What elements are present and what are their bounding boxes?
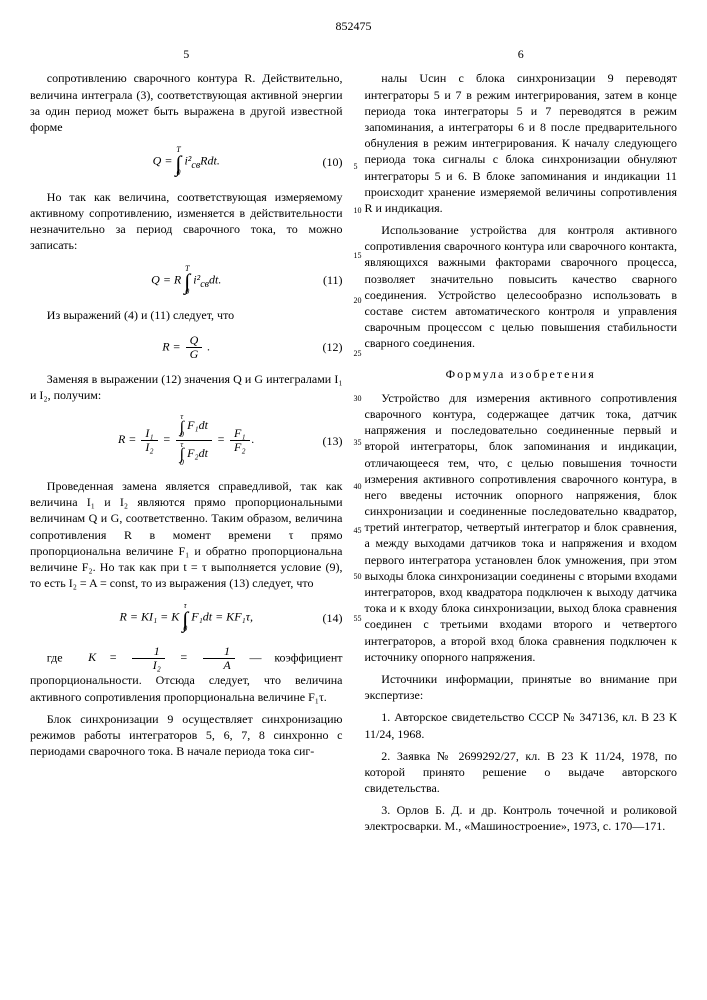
formula-11: Q = R T∫0 i²свdt. (11) xyxy=(30,264,343,298)
line-marker: 25 xyxy=(354,349,362,360)
claims-title: Формула изобретения xyxy=(365,366,678,382)
formula-14: R = KI₁ = K τ∫0 F₁dt = KF₁τ, (14) xyxy=(30,601,343,635)
document-number: 852475 xyxy=(30,18,677,34)
line-marker: 35 xyxy=(354,438,362,449)
formula-body: Q = R T∫0 i²свdt. xyxy=(151,264,221,298)
body-text: налы Uсин с блока синхронизации 9 перево… xyxy=(365,70,678,216)
body-text: Заменяя в выражении (12) значения Q и G … xyxy=(30,371,343,403)
line-marker: 40 xyxy=(354,482,362,493)
where-label: где xyxy=(47,650,63,664)
body-text: Из выражений (4) и (11) следует, что xyxy=(30,307,343,323)
columns-wrapper: 5 10 15 20 25 30 35 40 45 50 55 5 сопрот… xyxy=(30,46,677,840)
formula-body: Q = T∫0 i²свRdt. xyxy=(153,145,220,179)
line-marker: 30 xyxy=(354,394,362,405)
formula-num: (13) xyxy=(323,433,343,449)
right-column: 6 налы Uсин с блока синхронизации 9 пере… xyxy=(365,46,678,840)
body-text: Проведенная замена является справедливой… xyxy=(30,478,343,591)
line-marker: 50 xyxy=(354,572,362,583)
sources-heading: Источники информации, принятые во вниман… xyxy=(365,671,678,703)
body-text: где K = 1I₂ = 1A — коэффициент пропорцио… xyxy=(30,645,343,705)
source-item: 2. Заявка № 2699292/27, кл. В 23 К 11/24… xyxy=(365,748,678,797)
line-marker: 45 xyxy=(354,526,362,537)
body-text: Использование устройства для контроля ак… xyxy=(365,222,678,352)
formula-12: R = QG . (12) xyxy=(30,334,343,361)
line-marker: 15 xyxy=(354,251,362,262)
formula-body: R = KI₁ = K τ∫0 F₁dt = KF₁τ, xyxy=(120,601,253,635)
formula-num: (12) xyxy=(323,339,343,355)
source-item: 1. Авторское свидетельство СССР № 347136… xyxy=(365,709,678,741)
line-marker: 20 xyxy=(354,296,362,307)
body-text: сопротивлению сварочного контура R. Дейс… xyxy=(30,70,343,135)
formula-num: (11) xyxy=(323,272,343,288)
source-item: 3. Орлов Б. Д. и др. Контроль точечной и… xyxy=(365,802,678,834)
formula-num: (10) xyxy=(323,154,343,170)
page: 852475 5 10 15 20 25 30 35 40 45 50 55 5… xyxy=(0,0,707,871)
formula-13: R = I₁I₂ = τ∫0 F₁dt τ∫0 F₂dt = F₁F₂. (13… xyxy=(30,413,343,468)
claim-text: Устройство для измерения активного сопро… xyxy=(365,390,678,665)
formula-body: R = QG . xyxy=(162,334,210,361)
formula-body: R = I₁I₂ = τ∫0 F₁dt τ∫0 F₂dt = F₁F₂. xyxy=(118,413,255,468)
line-marker: 5 xyxy=(354,162,358,173)
body-text: Но так как величина, соответствующая изм… xyxy=(30,189,343,254)
line-marker: 10 xyxy=(354,206,362,217)
left-page-num: 5 xyxy=(30,46,343,62)
body-text: Блок синхронизации 9 осуществляет синхро… xyxy=(30,711,343,760)
left-column: 5 сопротивлению сварочного контура R. Де… xyxy=(30,46,343,840)
right-page-num: 6 xyxy=(365,46,678,62)
formula-num: (14) xyxy=(323,610,343,626)
line-marker: 55 xyxy=(354,614,362,625)
formula-10: Q = T∫0 i²свRdt. (10) xyxy=(30,145,343,179)
